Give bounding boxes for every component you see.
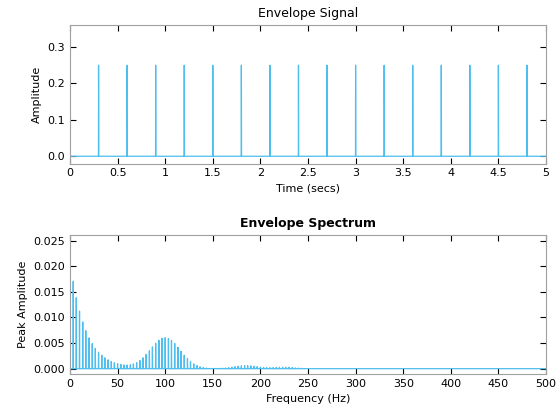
X-axis label: Frequency (Hz): Frequency (Hz) bbox=[266, 394, 350, 404]
X-axis label: Time (secs): Time (secs) bbox=[276, 184, 340, 194]
Title: Envelope Spectrum: Envelope Spectrum bbox=[240, 217, 376, 230]
Y-axis label: Amplitude: Amplitude bbox=[32, 66, 42, 123]
Y-axis label: Peak Amplitude: Peak Amplitude bbox=[18, 261, 28, 348]
Title: Envelope Signal: Envelope Signal bbox=[258, 7, 358, 20]
